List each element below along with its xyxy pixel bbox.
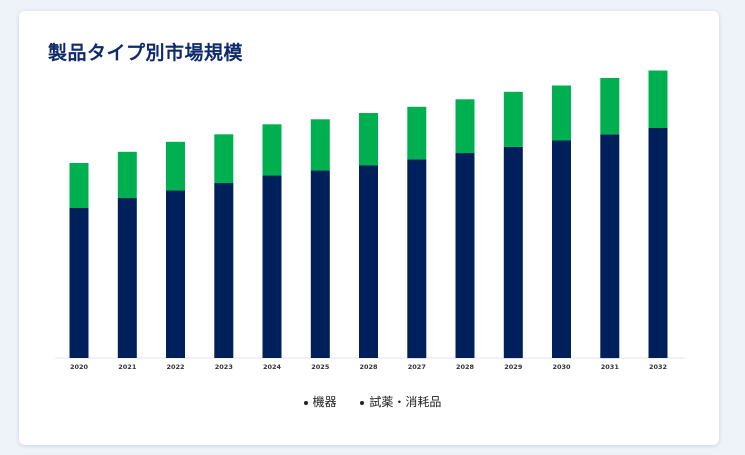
- bar-equipment-2025: [310, 170, 330, 358]
- x-tick-label: 2022: [166, 363, 184, 371]
- bar-reagents-2029: [503, 91, 523, 147]
- bar-reagents-2024: [262, 124, 282, 176]
- bar-equipment-2028: [455, 153, 475, 358]
- bar-reagents-2026: [359, 113, 378, 166]
- bar-reagents-2021: [117, 151, 137, 199]
- legend: 機器 試薬・消耗品: [0, 393, 745, 410]
- x-tick-label: 2032: [649, 363, 667, 371]
- bar-equipment-2020: [69, 208, 89, 358]
- bar-reagents-2022: [166, 141, 185, 191]
- bar-equipment-2027: [407, 159, 427, 359]
- legend-item-equipment: 機器: [303, 393, 337, 410]
- legend-label-equipment: 機器: [312, 395, 337, 409]
- bar-reagents-2023: [214, 134, 234, 184]
- x-tick-labels: 2020 2021 2022 2023 2024 2025 2028 2027 2028 2029…: [70, 363, 667, 371]
- bar-reagents-2020: [69, 163, 89, 208]
- x-tick-label: 2028: [456, 363, 475, 371]
- bar-equipment-2030: [552, 140, 571, 358]
- bar-equipment-2024: [262, 175, 282, 358]
- bar-reagents-2030: [552, 85, 571, 141]
- legend-label-reagents: 試薬・消耗品: [369, 395, 442, 409]
- bar-equipment-2021: [117, 198, 137, 358]
- bars-group: [69, 70, 668, 359]
- bar-reagents-2027: [407, 106, 427, 160]
- bar-reagents-2032: [648, 70, 668, 128]
- legend-dot: [360, 400, 365, 405]
- x-tick-label: 2023: [215, 363, 233, 371]
- legend-dot: [303, 400, 308, 405]
- x-tick-label: 2030: [552, 363, 571, 371]
- bar-equipment-2023: [214, 183, 234, 358]
- x-tick-label: 2020: [70, 363, 89, 371]
- bar-reagents-2031: [600, 78, 620, 135]
- x-tick-label: 2025: [311, 363, 330, 371]
- bar-equipment-2022: [166, 190, 185, 358]
- x-tick-label: 2024: [263, 363, 282, 371]
- bar-equipment-2026: [359, 165, 378, 358]
- bar-reagents-2025: [310, 119, 330, 171]
- bar-equipment-2031: [600, 134, 620, 359]
- chart-title: 製品タイプ別市場規模: [48, 42, 244, 64]
- bar-equipment-2029: [503, 146, 523, 359]
- x-tick-label: 2027: [408, 363, 426, 371]
- bar-reagents-2028: [455, 99, 475, 154]
- legend-item-reagents: 試薬・消耗品: [360, 393, 441, 410]
- x-tick-label: 2028: [359, 363, 378, 371]
- x-tick-label: 2029: [504, 363, 523, 371]
- bar-equipment-2032: [648, 128, 668, 358]
- x-tick-label: 2021: [118, 363, 137, 371]
- x-tick-label: 2031: [601, 363, 620, 371]
